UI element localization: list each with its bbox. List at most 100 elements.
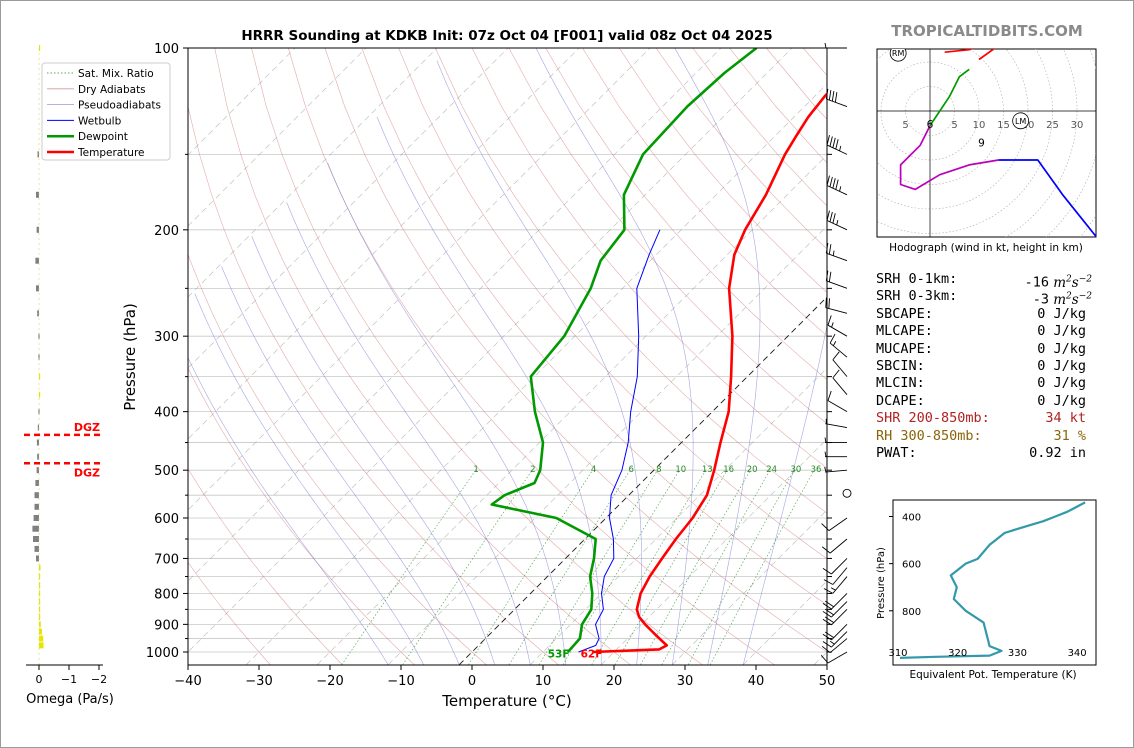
barb-flag	[828, 271, 832, 282]
skewt-axes: 53F 62F −40 −30 −20 −10 0 10 20 30 40 50 100 200 300 40…	[146, 42, 835, 689]
barb-flag	[829, 211, 833, 222]
mixing-ratio-label: 4	[591, 465, 596, 475]
stat-srh01: SRH 0-1km: -16 m2s−2	[876, 271, 1106, 291]
wind-barb	[826, 175, 848, 196]
wind-barb	[822, 631, 848, 648]
barb-flag	[829, 176, 833, 187]
barb-half	[829, 640, 835, 645]
x-tick-label: −30	[245, 674, 272, 689]
legend-label-wetbulb: Wetbulb	[78, 115, 122, 127]
mixing-ratio-label: 16	[723, 465, 734, 475]
stat-label: RH 300-850mb:	[876, 427, 982, 444]
omega-bar	[37, 453, 39, 460]
wind-barb	[822, 593, 848, 610]
wind-barb	[821, 517, 848, 531]
theta-e-x-tick-label: 340	[1068, 648, 1087, 659]
barb-flag	[832, 178, 836, 189]
watermark: TROPICALTIDBITS.COM	[891, 22, 1083, 40]
barb-flag	[821, 546, 831, 554]
pseudo-adiabat	[376, 116, 602, 665]
omega-bar	[33, 515, 39, 522]
stat-sbcape: SBCAPE: 0 J/kg	[876, 306, 1106, 323]
wind-barb	[826, 135, 848, 155]
stat-label: MUCAPE:	[876, 340, 933, 357]
omega-bar	[38, 354, 40, 361]
stat-rh: RH 300-850mb: 31 %	[876, 428, 1106, 445]
stat-label: SRH 0-3km:	[876, 288, 958, 305]
barb-flag	[832, 137, 836, 148]
stat-value: -16 m2s−2	[1024, 274, 1092, 291]
omega-bar	[36, 285, 39, 292]
skewt-x-label: Temperature (°C)	[441, 692, 571, 710]
stat-mlcin: MLCIN: 0 J/kg	[876, 375, 1106, 392]
pseudo-adiabat	[436, 60, 642, 665]
barb-staff	[826, 280, 848, 289]
theta-e-x-label: Equivalent Pot. Temperature (K)	[909, 669, 1076, 681]
theta-e-axes: 310 320 330 340 400 600 800	[888, 513, 1086, 660]
isotherm-line	[529, 367, 827, 665]
omega-tick-label: 0	[36, 673, 43, 686]
barb-staff	[825, 307, 848, 314]
mixing-ratio-label: 2	[530, 465, 535, 475]
wind-barb	[822, 601, 848, 618]
barb-flag	[824, 600, 834, 608]
omega-tick-label: −2	[91, 673, 107, 686]
omega-bar	[34, 492, 39, 499]
barb-flag	[828, 89, 832, 101]
isotherm-line	[458, 296, 827, 665]
hodograph-trace	[899, 125, 999, 191]
barb-staff	[828, 517, 848, 531]
barb-staff	[827, 651, 848, 664]
hodograph-trace	[944, 49, 974, 54]
barb-flag	[832, 213, 836, 224]
barb-staff	[826, 185, 848, 196]
dgz-label: DGZ	[74, 466, 100, 479]
mixing-ratio-line	[640, 470, 751, 665]
barb-half	[831, 322, 834, 328]
barb-flag	[822, 618, 832, 626]
omega-tick-label: −1	[61, 673, 77, 686]
dry-adiabat	[188, 468, 343, 665]
omega-bar	[39, 573, 41, 580]
chart-title: HRRR Sounding at KDKB Init: 07z Oct 04 […	[241, 28, 772, 44]
legend: Sat. Mix. Ratio Dry Adiabats Pseudoadiabat…	[41, 62, 171, 161]
stat-label: SBCAPE:	[876, 305, 933, 322]
dry-adiabat	[188, 561, 271, 665]
barb-half	[830, 587, 836, 591]
skewt-background-lines: 1 2 4 6 8 10 13 16 20 24 30 36	[188, 48, 827, 665]
dry-adiabat	[188, 367, 415, 665]
omega-bar	[32, 525, 39, 532]
x-tick-label: 50	[819, 674, 836, 689]
x-tick-label: 40	[748, 674, 765, 689]
legend-label-pseudo: Pseudoadiabats	[78, 100, 161, 112]
skewt-y-label: Pressure (hPa)	[121, 303, 139, 411]
barb-flag	[828, 244, 832, 255]
barb-staff	[826, 220, 848, 231]
isotherm-line	[245, 83, 827, 665]
barb-staff	[831, 624, 848, 641]
omega-bar	[34, 545, 39, 552]
mixing-ratio-line	[562, 470, 680, 665]
omega-bar	[39, 621, 41, 628]
barb-flag	[822, 611, 832, 618]
stat-label: MLCIN:	[876, 375, 925, 392]
hodograph-ring-label: 15	[997, 120, 1010, 131]
omega-bar	[36, 226, 39, 233]
wind-barbs	[820, 42, 852, 664]
hodograph-frame	[876, 48, 1097, 238]
mixing-ratio-label: 20	[747, 465, 758, 475]
mixing-ratio-label: 6	[628, 465, 633, 475]
barb-staff	[831, 601, 848, 618]
stat-value: -3 m2s−2	[1032, 291, 1092, 308]
omega-bar	[39, 598, 41, 605]
theta-e-frame	[892, 499, 1097, 666]
stat-value: 0 J/kg	[1037, 340, 1086, 357]
x-tick-label: −20	[316, 674, 343, 689]
barb-staff	[832, 567, 848, 585]
profile-wetbulb	[578, 229, 661, 653]
mixing-ratio-label: 36	[811, 465, 822, 475]
barb-staff	[827, 400, 848, 413]
barb-half	[836, 219, 839, 226]
wind-barb	[821, 538, 848, 554]
barb-flag	[826, 175, 830, 186]
